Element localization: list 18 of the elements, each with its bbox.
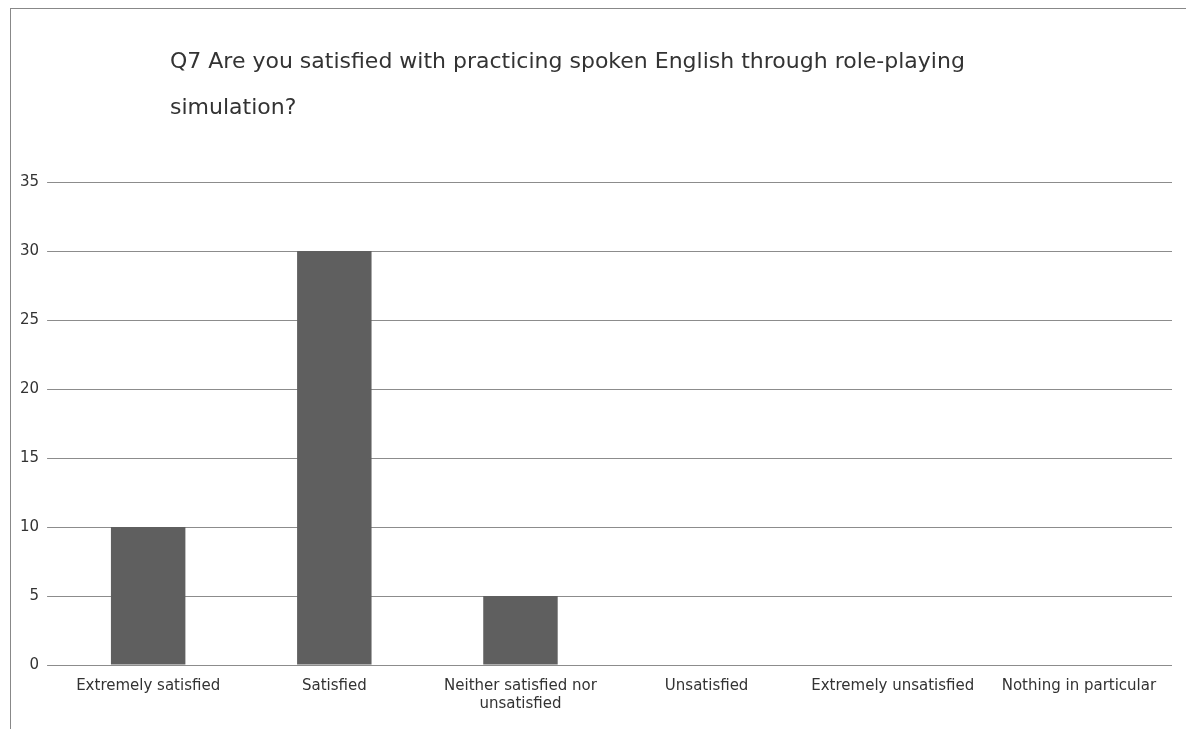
x-tick-label: Unsatisfied — [664, 675, 749, 694]
bar — [110, 527, 186, 665]
y-tick-label: 0 — [29, 654, 40, 673]
y-tick-label: 30 — [19, 240, 40, 259]
x-tick-label: Neither satisfied nor unsatisfied — [444, 675, 598, 712]
x-tick-label: Extremely unsatisfied — [811, 675, 975, 694]
x-tick-label: Satisfied — [301, 675, 367, 694]
y-tick-label: 25 — [19, 309, 40, 328]
y-tick-label: 20 — [19, 378, 40, 397]
bar — [297, 251, 372, 665]
y-tick-label: 35 — [19, 171, 40, 190]
y-tick-label: 10 — [19, 516, 40, 535]
bar — [483, 596, 558, 665]
y-tick-label: 5 — [29, 585, 40, 604]
x-tick-label: Extremely satisfied — [76, 675, 221, 694]
x-tick-label: Nothing in particular — [1001, 675, 1157, 694]
y-tick-label: 15 — [19, 447, 40, 466]
chart-title: Q7 Are you satisfied with practicing spoken English through role-playing simulation? — [170, 47, 966, 121]
